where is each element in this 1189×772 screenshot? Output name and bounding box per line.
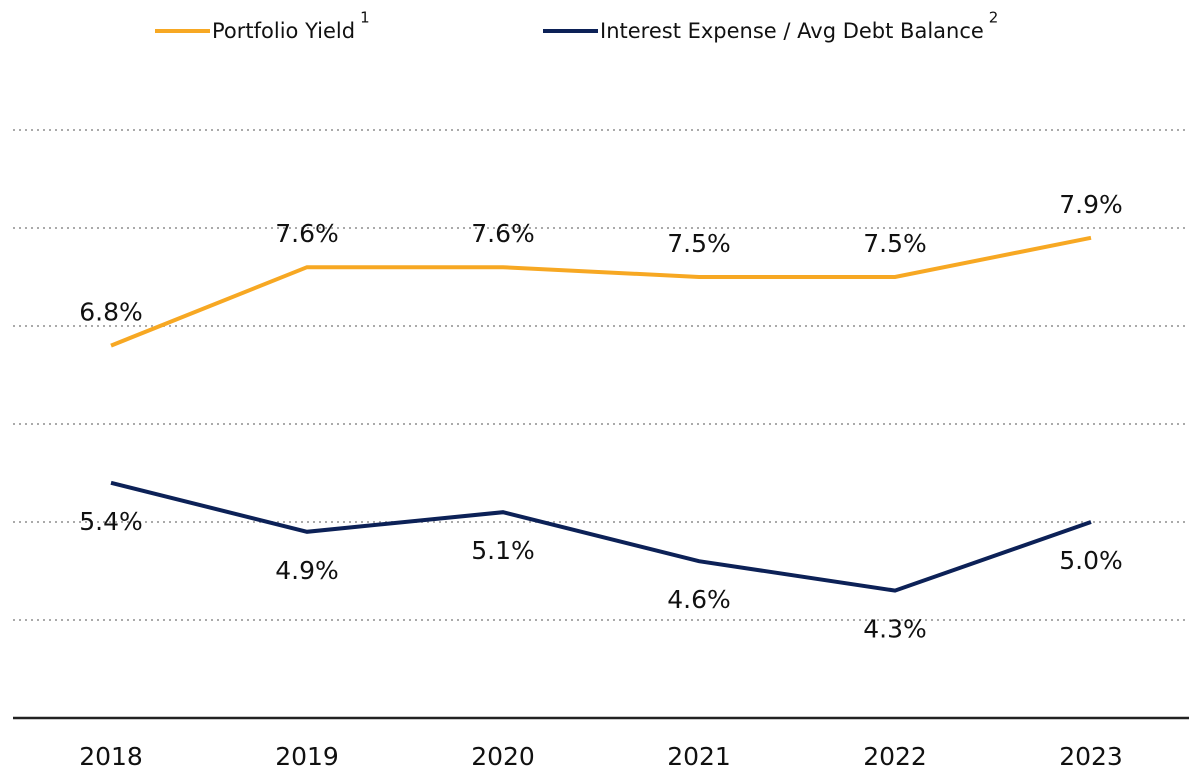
- data-label: 7.5%: [667, 229, 731, 258]
- legend-label: Interest Expense / Avg Debt Balance: [600, 19, 984, 43]
- data-label: 4.9%: [275, 556, 339, 585]
- data-label: 7.5%: [863, 229, 927, 258]
- legend-note: 1: [360, 9, 370, 27]
- data-label: 7.6%: [471, 219, 535, 248]
- x-tick-label: 2022: [863, 742, 927, 771]
- x-tick-label: 2019: [275, 742, 339, 771]
- data-label: 5.1%: [471, 536, 535, 565]
- data-label: 4.6%: [667, 585, 731, 614]
- legend-note: 2: [989, 9, 999, 27]
- x-tick-label: 2020: [471, 742, 535, 771]
- series-line: [110, 480, 1092, 593]
- data-label: 4.3%: [863, 615, 927, 644]
- data-label: 5.0%: [1059, 546, 1123, 575]
- x-tick-label: 2018: [79, 742, 143, 771]
- data-label: 7.6%: [275, 219, 339, 248]
- data-label: 6.8%: [79, 298, 143, 327]
- series-line: [110, 235, 1092, 348]
- data-label: 7.9%: [1059, 190, 1123, 219]
- x-tick-label: 2023: [1059, 742, 1123, 771]
- legend-label: Portfolio Yield: [212, 19, 355, 43]
- data-label: 5.4%: [79, 507, 143, 536]
- x-tick-label: 2021: [667, 742, 731, 771]
